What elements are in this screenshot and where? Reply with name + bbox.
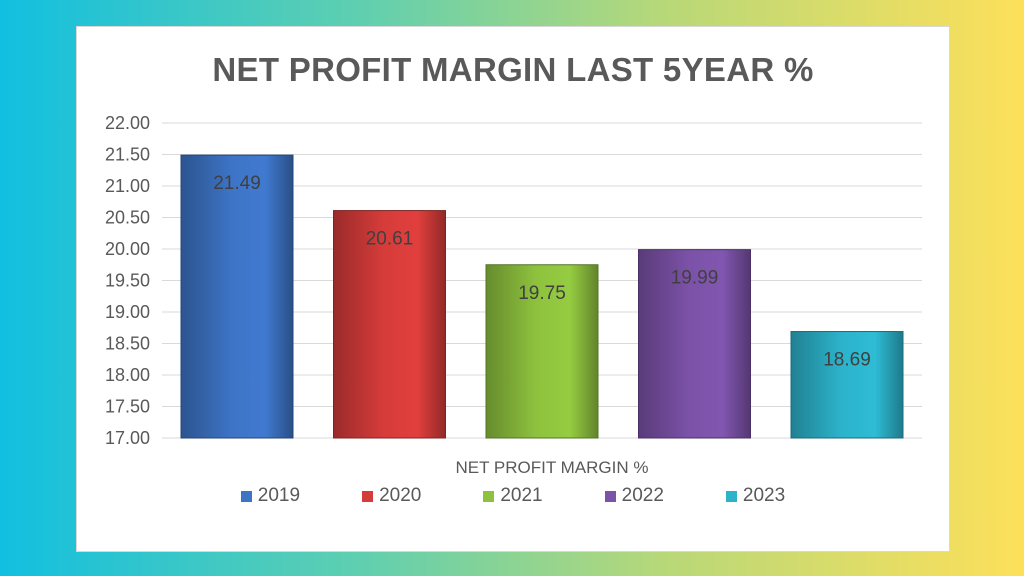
- legend-item-2021: 2021: [483, 485, 543, 507]
- legend-swatch: [725, 490, 737, 502]
- legend-swatch: [240, 490, 252, 502]
- bar-2019: [180, 154, 294, 439]
- legend-item-2023: 2023: [725, 485, 786, 507]
- x-axis-label: NET PROFIT MARGIN %: [455, 458, 648, 477]
- legend-swatch: [362, 490, 374, 502]
- data-label-2022: 19.99: [671, 268, 719, 289]
- legend-swatch: [483, 490, 495, 502]
- data-label-2020: 20.61: [366, 229, 414, 250]
- data-label-2019: 21.49: [213, 173, 261, 194]
- legend-swatch: [604, 490, 616, 502]
- bar-2023: [790, 331, 904, 439]
- y-tick-label: 19.50: [105, 271, 150, 291]
- chart-title: NET PROFIT MARGIN LAST 5YEAR %: [212, 51, 814, 88]
- data-label-2023: 18.69: [823, 350, 871, 371]
- y-tick-label: 19.00: [105, 302, 150, 322]
- legend-item-2019: 2019: [240, 485, 301, 507]
- bar-2020: [333, 210, 446, 439]
- data-label-2021: 19.75: [518, 283, 566, 304]
- chart-card: NET PROFIT MARGIN LAST 5YEAR % 22.00 21.5…: [76, 26, 950, 552]
- legend-item-2022: 2022: [604, 485, 664, 507]
- chart-legend: 2019 2020 2021 2022 2023: [77, 485, 949, 507]
- legend-label: 2020: [379, 485, 422, 506]
- y-tick-label: 17.00: [105, 428, 150, 448]
- legend-item-2020: 2020: [362, 485, 421, 507]
- legend-label: 2022: [621, 485, 664, 506]
- y-tick-label: 22.00: [105, 113, 150, 133]
- y-tick-label: 17.50: [105, 397, 150, 417]
- bar-2021: [485, 264, 599, 439]
- y-tick-label: 21.50: [105, 145, 150, 165]
- y-tick-label: 21.00: [105, 176, 150, 196]
- y-tick-label: 20.50: [105, 208, 150, 228]
- y-tick-label: 18.00: [105, 365, 150, 385]
- bar-2022: [638, 249, 751, 439]
- y-tick-label: 18.50: [105, 334, 150, 354]
- legend-label: 2023: [742, 485, 786, 506]
- bar-chart-plot: 22.00 21.50 21.00 20.50 20.00 19.50 19.00 18.50…: [105, 113, 922, 477]
- legend-label: 2019: [257, 485, 301, 506]
- y-tick-label: 20.00: [105, 239, 150, 259]
- legend-label: 2021: [500, 485, 543, 506]
